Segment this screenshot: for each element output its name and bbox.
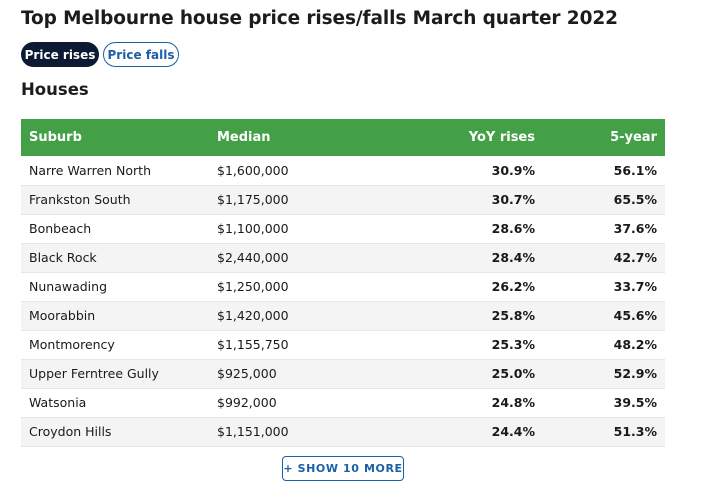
yoy-cell: 25.8% <box>361 301 543 331</box>
median-cell: $1,600,000 <box>209 156 361 186</box>
median-cell: $925,000 <box>209 359 361 389</box>
yoy-cell: 26.2% <box>361 272 543 302</box>
suburb-cell: Black Rock <box>21 243 209 273</box>
five-year-cell: 48.2% <box>543 330 665 360</box>
suburb-cell: Watsonia <box>21 388 209 418</box>
header-median: Median <box>209 119 361 156</box>
median-cell: $992,000 <box>209 388 361 418</box>
suburb-cell: Bonbeach <box>21 214 209 244</box>
yoy-cell: 28.6% <box>361 214 543 244</box>
yoy-cell: 24.4% <box>361 417 543 447</box>
table-row: Croydon Hills $1,151,000 24.4% 51.3% <box>21 417 665 447</box>
yoy-cell: 25.0% <box>361 359 543 389</box>
five-year-cell: 42.7% <box>543 243 665 273</box>
median-cell: $1,250,000 <box>209 272 361 302</box>
table-row: Watsonia $992,000 24.8% 39.5% <box>21 388 665 418</box>
median-cell: $1,100,000 <box>209 214 361 244</box>
median-cell: $1,151,000 <box>209 417 361 447</box>
five-year-cell: 56.1% <box>543 156 665 186</box>
five-year-cell: 33.7% <box>543 272 665 302</box>
suburb-cell: Upper Ferntree Gully <box>21 359 209 389</box>
median-cell: $1,155,750 <box>209 330 361 360</box>
five-year-cell: 51.3% <box>543 417 665 447</box>
header-five-year: 5-year <box>543 119 665 156</box>
yoy-cell: 25.3% <box>361 330 543 360</box>
table-row: Upper Ferntree Gully $925,000 25.0% 52.9… <box>21 359 665 389</box>
price-falls-toggle[interactable]: Price falls <box>103 42 179 67</box>
table-row: Nunawading $1,250,000 26.2% 33.7% <box>21 272 665 302</box>
table-row: Black Rock $2,440,000 28.4% 42.7% <box>21 243 665 273</box>
five-year-cell: 65.5% <box>543 185 665 215</box>
five-year-cell: 52.9% <box>543 359 665 389</box>
yoy-cell: 30.7% <box>361 185 543 215</box>
price-rises-toggle[interactable]: Price rises <box>21 42 99 67</box>
header-yoy-rises: YoY rises <box>361 119 543 156</box>
suburb-cell: Montmorency <box>21 330 209 360</box>
show-more-button[interactable]: + SHOW 10 MORE <box>282 456 404 481</box>
five-year-cell: 39.5% <box>543 388 665 418</box>
section-heading: Houses <box>21 80 89 99</box>
price-table: Suburb Median YoY rises 5-year Narre War… <box>21 119 665 447</box>
table-row: Frankston South $1,175,000 30.7% 65.5% <box>21 185 665 215</box>
suburb-cell: Narre Warren North <box>21 156 209 186</box>
median-cell: $1,420,000 <box>209 301 361 331</box>
median-cell: $2,440,000 <box>209 243 361 273</box>
table-row: Narre Warren North $1,600,000 30.9% 56.1… <box>21 156 665 186</box>
five-year-cell: 37.6% <box>543 214 665 244</box>
suburb-cell: Croydon Hills <box>21 417 209 447</box>
suburb-cell: Frankston South <box>21 185 209 215</box>
five-year-cell: 45.6% <box>543 301 665 331</box>
page-title: Top Melbourne house price rises/falls Ma… <box>21 8 618 29</box>
table-header-row: Suburb Median YoY rises 5-year <box>21 119 665 156</box>
suburb-cell: Moorabbin <box>21 301 209 331</box>
median-cell: $1,175,000 <box>209 185 361 215</box>
yoy-cell: 30.9% <box>361 156 543 186</box>
table-row: Moorabbin $1,420,000 25.8% 45.6% <box>21 301 665 331</box>
table-row: Bonbeach $1,100,000 28.6% 37.6% <box>21 214 665 244</box>
header-suburb: Suburb <box>21 119 209 156</box>
yoy-cell: 28.4% <box>361 243 543 273</box>
suburb-cell: Nunawading <box>21 272 209 302</box>
yoy-cell: 24.8% <box>361 388 543 418</box>
table-row: Montmorency $1,155,750 25.3% 48.2% <box>21 330 665 360</box>
